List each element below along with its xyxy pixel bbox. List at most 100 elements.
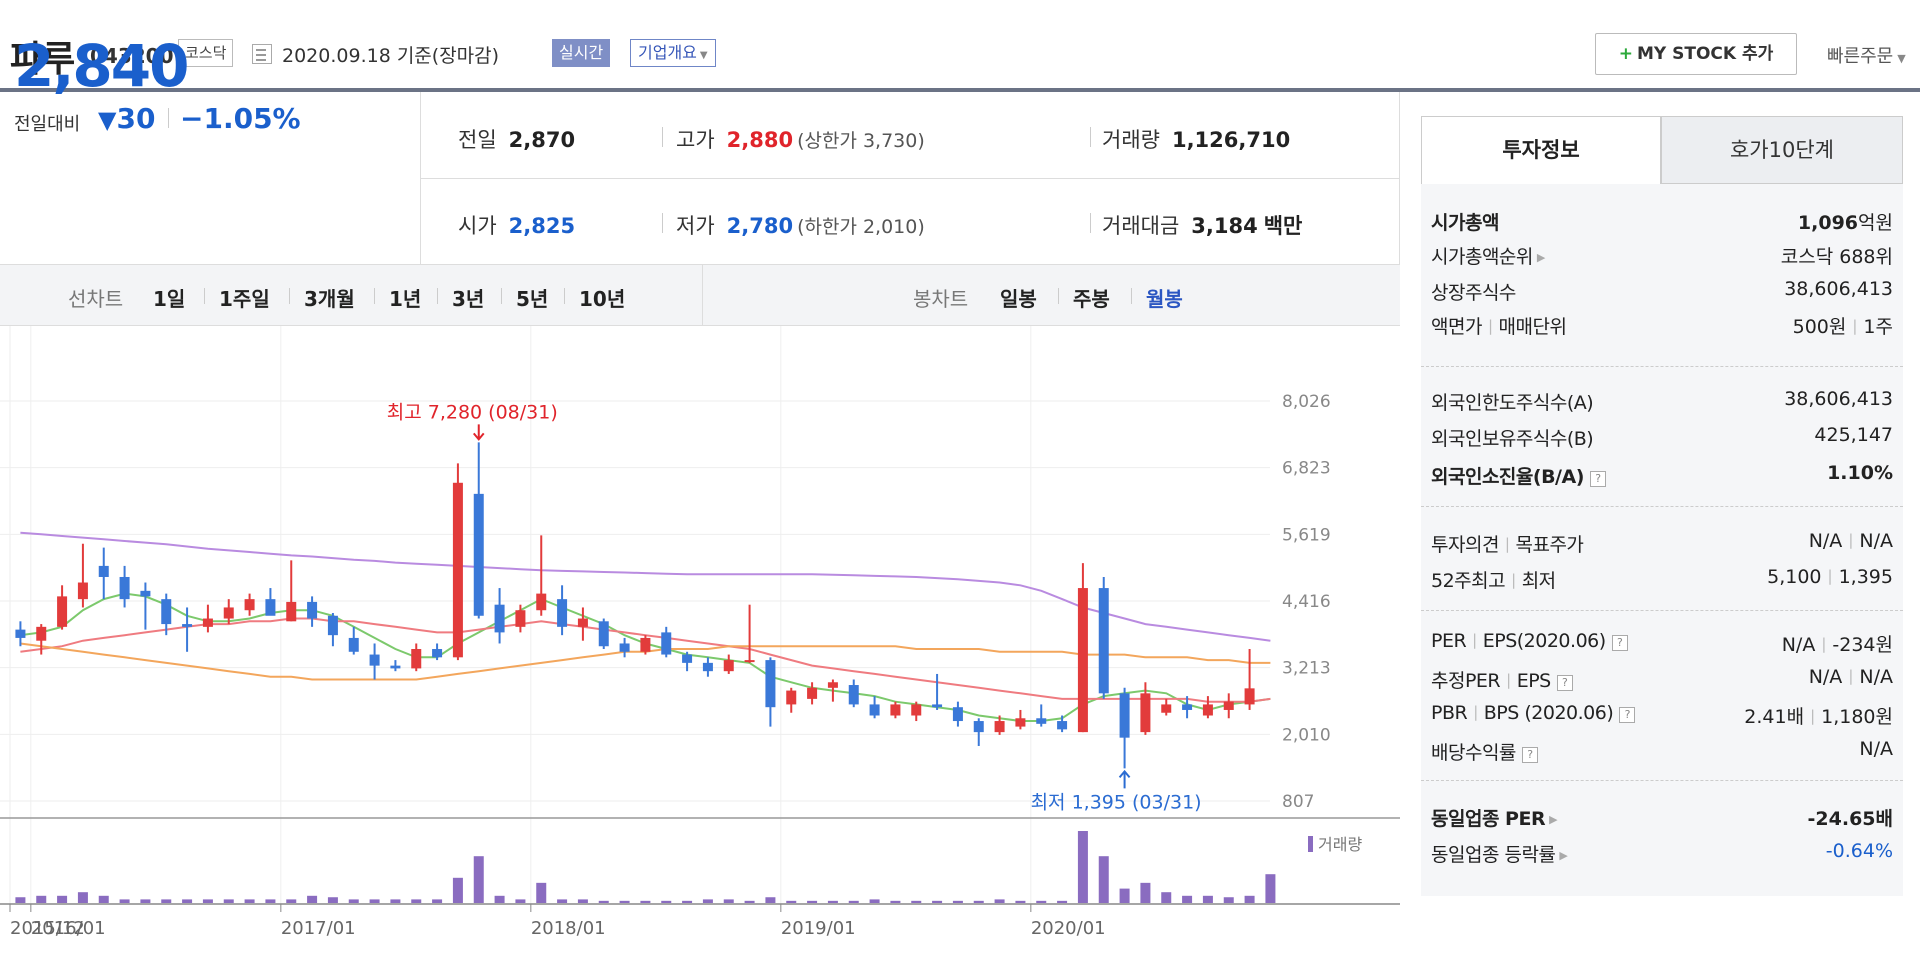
amount-label: 거래대금 <box>1102 214 1180 238</box>
prev-close-label: 전일 <box>458 128 497 152</box>
tab-daily[interactable]: 일봉 <box>1000 287 1037 311</box>
industry-rate-label[interactable]: 동일업종 등락률 ▶ <box>1431 840 1568 867</box>
tab-1week[interactable]: 1주일 <box>219 287 270 311</box>
low-value: 2,780 <box>726 214 794 238</box>
candle <box>1244 649 1255 710</box>
tab-investment-info[interactable]: 투자정보 <box>1421 116 1661 184</box>
tab-weekly[interactable]: 주봉 <box>1073 287 1110 311</box>
volume-value: 1,126,710 <box>1171 128 1291 152</box>
face-value-row: 액면가 | 매매단위 500원 | 1주 <box>1431 312 1893 342</box>
candle <box>1223 693 1234 719</box>
industry-rate-value: -0.64% <box>1825 840 1893 862</box>
candle-body <box>202 618 213 627</box>
tab-1day[interactable]: 1일 <box>153 287 186 311</box>
candle <box>1202 696 1213 719</box>
foreign-hold-row: 외국인보유주식수(B) 425,147 <box>1431 424 1893 454</box>
candle <box>744 604 755 663</box>
target-price-number: N/A <box>1859 530 1893 552</box>
pbr-label: PBR | BPS (2020.06)? <box>1431 702 1636 724</box>
tab-10year[interactable]: 10년 <box>579 287 626 311</box>
volume-bar <box>827 900 838 903</box>
volume-bar <box>765 897 776 903</box>
candle <box>369 643 380 680</box>
realtime-button[interactable]: 실시간 <box>552 39 611 67</box>
chevron-right-icon: ▶ <box>1536 251 1545 264</box>
candle <box>1015 709 1026 730</box>
candle-body <box>952 707 963 722</box>
tab-3month[interactable]: 3개월 <box>304 287 355 311</box>
tab-1year[interactable]: 1년 <box>389 287 422 311</box>
company-overview-label: 기업개요 <box>638 43 697 62</box>
x-tick-label: 2018/01 <box>531 918 606 939</box>
candle <box>911 701 922 722</box>
quick-order-dropdown[interactable]: 빠른주문 ▼ <box>1827 42 1906 68</box>
stock-code: 043200 <box>90 44 174 68</box>
candle-body <box>557 599 568 627</box>
candle-body <box>369 654 380 666</box>
candle <box>119 565 130 608</box>
candle-body <box>661 632 672 655</box>
est-per-number: N/A <box>1808 666 1843 688</box>
market-cap-rank-label[interactable]: 시가총액순위 ▶ <box>1431 242 1545 269</box>
volume-bar <box>577 899 588 903</box>
foreign-limit-value: 38,606,413 <box>1784 388 1893 410</box>
candle-body <box>744 660 755 663</box>
opinion-label: 투자의견 | 목표주가 <box>1431 530 1584 557</box>
help-icon[interactable]: ? <box>1556 675 1573 691</box>
candle <box>348 626 359 655</box>
candle-body <box>140 590 151 597</box>
divider <box>1090 213 1091 233</box>
x-tick-label: 2019/01 <box>781 918 856 939</box>
volume-bar <box>473 856 484 903</box>
candle <box>932 673 943 710</box>
quick-order-label: 빠른주문 <box>1827 46 1894 67</box>
pbr-number: 2.41배 <box>1744 706 1805 728</box>
tab-5year[interactable]: 5년 <box>516 287 549 311</box>
stock-name: 파루 <box>10 39 75 80</box>
trade-amount: 거래대금 3,184 백만 <box>1102 210 1302 240</box>
candle-body <box>536 593 547 611</box>
tab-3year[interactable]: 3년 <box>452 287 485 311</box>
candle <box>36 624 47 655</box>
volume-bar <box>432 899 443 903</box>
help-icon[interactable]: ? <box>1611 635 1628 651</box>
candle-body <box>15 629 26 638</box>
prev-close-value: 2,870 <box>508 128 576 152</box>
help-icon[interactable]: ? <box>1619 707 1636 723</box>
add-mystock-button[interactable]: + MY STOCK 추가 <box>1595 33 1797 75</box>
candle-body <box>98 565 109 577</box>
est-per-row: 추정PER | EPS? N/A | N/A <box>1431 666 1893 696</box>
candle <box>390 660 401 672</box>
x-tick-label: 2017/01 <box>281 918 356 939</box>
divider: | <box>1821 635 1827 653</box>
candle <box>182 607 193 652</box>
foreign-rate-value: 1.10% <box>1827 462 1893 484</box>
volume-bar <box>1182 895 1193 903</box>
candle <box>57 585 68 630</box>
bps-text: BPS (2020.06) <box>1483 702 1614 724</box>
candle-body <box>577 618 588 627</box>
divider <box>662 127 663 147</box>
volume-bar <box>1202 895 1213 903</box>
tab-monthly[interactable]: 월봉 <box>1146 287 1183 311</box>
company-overview-dropdown[interactable]: 기업개요 ▼ <box>630 39 716 67</box>
volume-bar <box>515 899 526 903</box>
base-date: 2020.09.18 기준(장마감) <box>282 45 500 67</box>
tab-order-book[interactable]: 호가10단계 <box>1661 116 1903 184</box>
industry-per-label[interactable]: 동일업종 PER ▶ <box>1431 804 1558 831</box>
candle <box>973 718 984 746</box>
volume-bar <box>536 882 547 903</box>
listed-shares-row: 상장주식수 38,606,413 <box>1431 278 1893 308</box>
help-icon[interactable]: ? <box>1589 471 1606 487</box>
divider <box>420 92 421 264</box>
volume-bar <box>1077 831 1088 903</box>
candle <box>765 657 776 727</box>
candle-body <box>182 624 193 627</box>
divider <box>1421 780 1903 781</box>
candle <box>786 687 797 713</box>
dividend-label: 배당수익률? <box>1431 738 1538 765</box>
price-chart[interactable]: 8,026 6,823 5,619 4,416 3,213 2,010 807 최고 7,28… <box>0 326 1400 974</box>
candle <box>702 657 713 677</box>
per-row: PER | EPS(2020.06)? N/A | -234원 <box>1431 630 1893 660</box>
help-icon[interactable]: ? <box>1521 747 1538 763</box>
